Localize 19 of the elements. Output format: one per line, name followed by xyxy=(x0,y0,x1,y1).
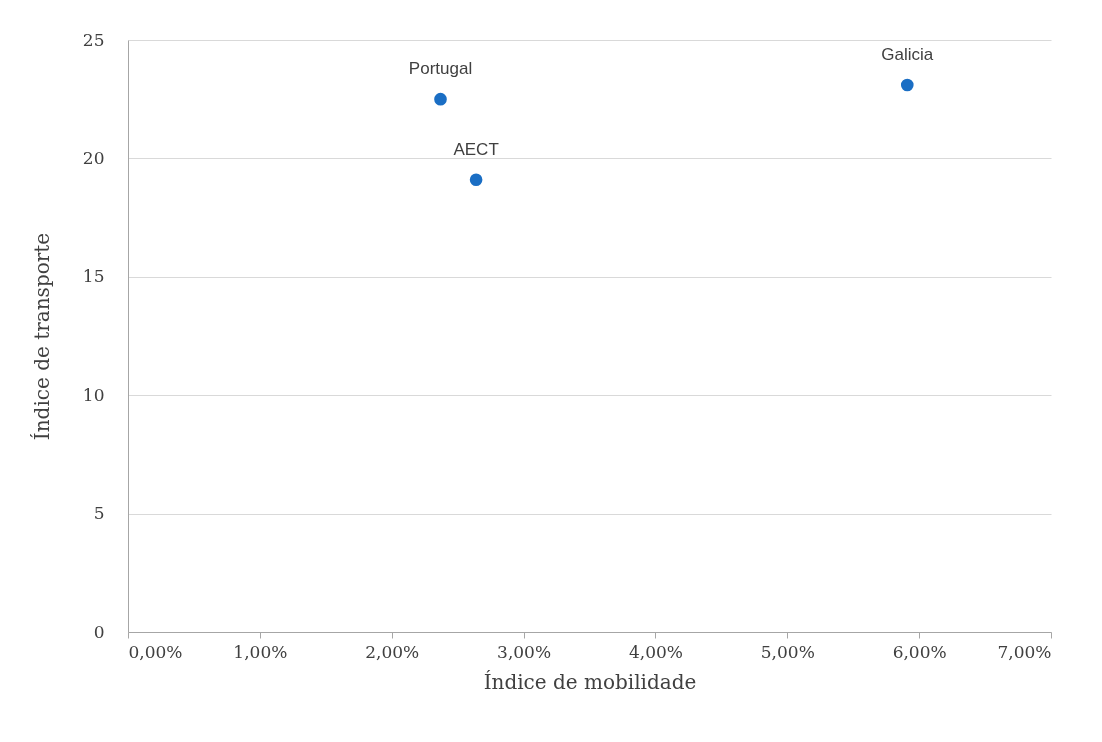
y-tick-label: 0 xyxy=(93,621,105,642)
annotation: Galicia xyxy=(881,44,934,64)
x-tick-label: 6,00% xyxy=(892,641,947,662)
y-tick-label: 20 xyxy=(82,147,105,168)
x-tick-label: 0,00% xyxy=(128,641,183,662)
x-axis-title: Índice de mobilidade xyxy=(483,669,697,694)
y-tick-label: 25 xyxy=(82,29,105,50)
x-tick-label: 3,00% xyxy=(497,641,552,662)
y-tick-label: 5 xyxy=(93,503,105,524)
y-tick-label: 15 xyxy=(82,266,105,287)
x-tick-label: 5,00% xyxy=(760,641,815,662)
x-tick-label: 1,00% xyxy=(233,641,288,662)
y-tick-label: 10 xyxy=(82,384,105,405)
annotation: AECT xyxy=(453,139,499,159)
x-tick-label: 2,00% xyxy=(365,641,420,662)
x-tick-label: 7,00% xyxy=(997,641,1052,662)
x-tick-label: 4,00% xyxy=(628,641,683,662)
annotation: Portugal xyxy=(408,59,473,79)
y-axis-title: Índice de transporte xyxy=(29,232,54,441)
